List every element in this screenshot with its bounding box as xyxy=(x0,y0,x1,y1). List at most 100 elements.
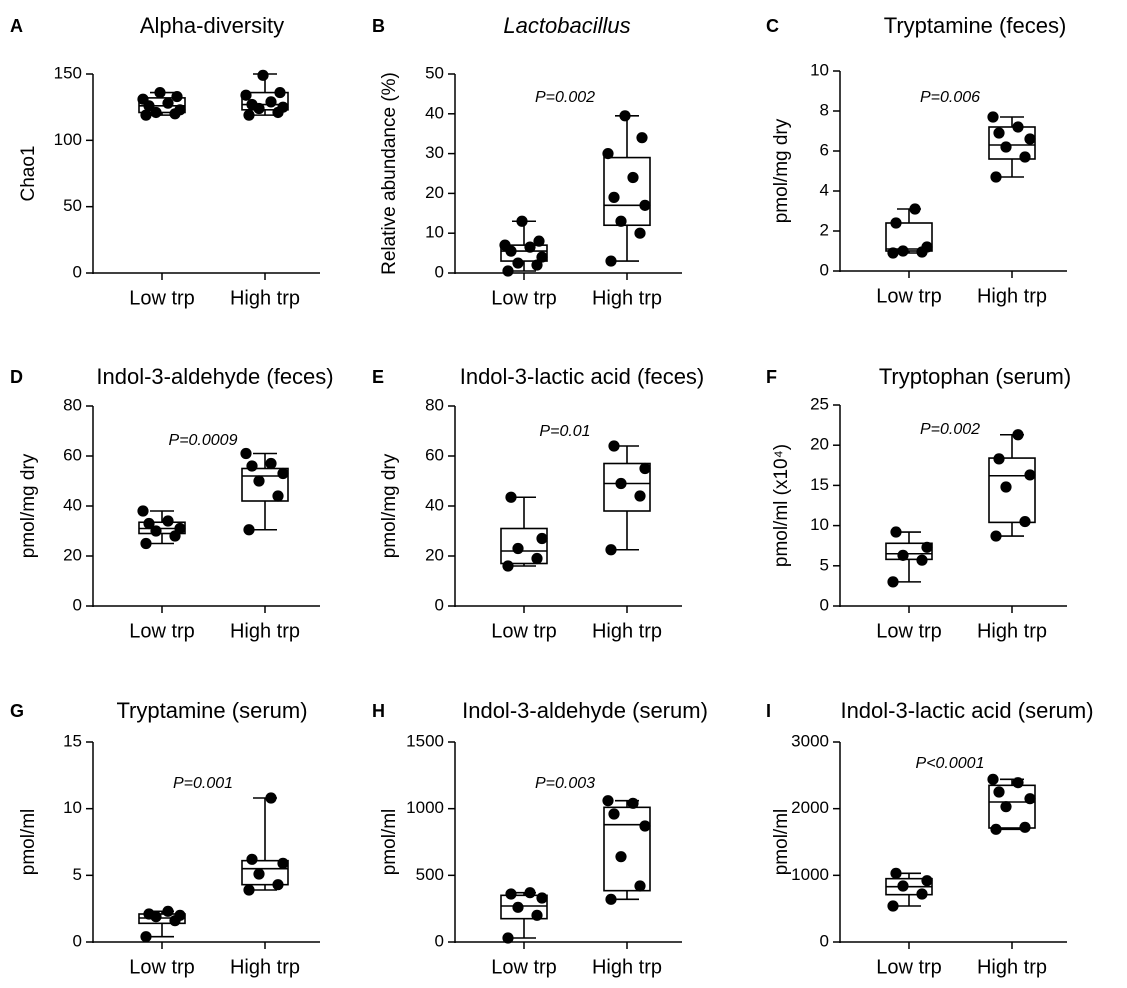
y-tick-label: 40 xyxy=(63,495,82,514)
panel-h: H Indol-3-aldehyde (serum) 0 500 1000 1500 pmo… xyxy=(372,698,708,978)
panel-title: Indol-3-lactic acid (feces) xyxy=(460,364,705,389)
y-axis-label: pmol/mg dry xyxy=(771,118,792,223)
y-tick-label: 5 xyxy=(73,865,82,884)
data-point xyxy=(608,191,620,203)
y-tick-label: 50 xyxy=(63,196,82,215)
data-point xyxy=(615,215,627,227)
y-tick-label: 30 xyxy=(425,143,444,162)
data-point xyxy=(987,111,999,123)
panel-i: I Indol-3-lactic acid (serum) 0 1000 2000 300… xyxy=(766,698,1094,978)
y-tick-label: 25 xyxy=(810,394,829,413)
y-tick-label: 10 xyxy=(63,798,82,817)
x-tick-label: Low trp xyxy=(129,287,195,309)
data-point xyxy=(615,851,627,863)
data-point xyxy=(536,251,548,263)
y-tick-label: 500 xyxy=(416,865,444,884)
y-tick-label: 150 xyxy=(54,63,82,82)
data-point xyxy=(162,515,174,527)
data-point xyxy=(505,888,517,900)
x-tick-label: High trp xyxy=(592,956,662,978)
data-point xyxy=(602,148,614,160)
panel-title: Indol-3-lactic acid (serum) xyxy=(840,698,1093,723)
data-point xyxy=(1000,481,1012,493)
data-point xyxy=(171,90,183,103)
data-point xyxy=(897,245,909,257)
data-point xyxy=(897,549,909,561)
y-tick-label: 0 xyxy=(73,262,82,281)
panel-title: Lactobacillus xyxy=(503,13,630,38)
data-point xyxy=(627,171,639,184)
y-tick-label: 0 xyxy=(73,931,82,950)
data-point xyxy=(137,505,149,517)
y-tick-label: 0 xyxy=(435,931,444,950)
x-tick-label: High trp xyxy=(592,620,662,642)
data-point xyxy=(174,522,186,535)
y-tick-label: 10 xyxy=(810,60,829,79)
y-tick-label: 0 xyxy=(73,595,82,614)
data-point xyxy=(502,932,514,944)
y-tick-label: 50 xyxy=(425,63,444,82)
data-point xyxy=(505,491,517,503)
data-point xyxy=(987,773,999,785)
data-point xyxy=(887,576,899,588)
y-axis-label: pmol/ml (x10⁴) xyxy=(771,444,792,567)
y-axis-label: pmol/mg dry xyxy=(379,453,400,558)
x-tick-label: Low trp xyxy=(876,620,942,642)
panel-title: Indol-3-aldehyde (serum) xyxy=(462,698,708,723)
y-tick-label: 40 xyxy=(425,103,444,122)
data-point xyxy=(1000,801,1012,813)
y-tick-label: 2000 xyxy=(791,798,829,817)
box-iqr xyxy=(603,156,651,227)
data-point xyxy=(909,203,921,215)
data-point xyxy=(615,477,627,490)
x-tick-label: High trp xyxy=(230,956,300,978)
data-point xyxy=(531,909,543,921)
panel-letter: G xyxy=(10,701,24,721)
x-tick-label: High trp xyxy=(977,620,1047,642)
data-point xyxy=(272,879,284,891)
data-point xyxy=(253,475,265,487)
data-point xyxy=(512,901,524,913)
y-tick-label: 6 xyxy=(820,140,829,159)
p-value: P=0.003 xyxy=(535,775,595,792)
y-axis-label: pmol/ml xyxy=(18,809,39,876)
data-point xyxy=(516,215,528,227)
data-point xyxy=(634,490,646,502)
data-point xyxy=(533,235,545,247)
data-point xyxy=(1019,821,1031,833)
panel-title: Tryptamine (feces) xyxy=(884,13,1067,38)
data-point xyxy=(921,241,933,253)
data-point xyxy=(1024,133,1036,145)
data-point xyxy=(243,109,255,121)
data-point xyxy=(243,524,255,536)
data-point xyxy=(246,460,258,472)
p-value: P=0.006 xyxy=(920,89,980,106)
data-point xyxy=(1019,515,1031,528)
data-point xyxy=(993,127,1005,139)
data-point xyxy=(272,490,284,502)
y-axis-label: pmol/ml xyxy=(771,809,792,876)
y-tick-label: 60 xyxy=(63,445,82,464)
data-point xyxy=(916,888,928,900)
p-value: P=0.001 xyxy=(173,775,233,792)
data-point xyxy=(887,247,899,259)
panel-d: D Indol-3-aldehyde (feces) 0 20 40 60 80 pmol/m… xyxy=(10,364,334,642)
y-tick-label: 0 xyxy=(435,595,444,614)
panel-letter: C xyxy=(766,16,779,36)
data-point xyxy=(531,552,543,565)
y-tick-label: 0 xyxy=(820,260,829,279)
data-point xyxy=(993,453,1005,465)
data-point xyxy=(636,132,648,144)
x-tick-label: Low trp xyxy=(129,620,195,642)
y-tick-label: 100 xyxy=(54,130,82,149)
panel-title: Alpha-diversity xyxy=(140,13,284,38)
data-point xyxy=(154,86,166,99)
data-point xyxy=(1012,121,1024,133)
data-point xyxy=(993,786,1005,798)
data-point xyxy=(243,884,255,896)
panel-a: A Alpha-diversity 0 50 100 150 Chao1 Low trp Hig… xyxy=(10,13,320,309)
panel-b: B Lactobacillus 0 10 20 30 40 50 Relative abunda… xyxy=(372,13,682,309)
panel-letter: A xyxy=(10,16,23,36)
data-point xyxy=(921,541,933,553)
y-axis-label: Chao1 xyxy=(18,146,39,202)
